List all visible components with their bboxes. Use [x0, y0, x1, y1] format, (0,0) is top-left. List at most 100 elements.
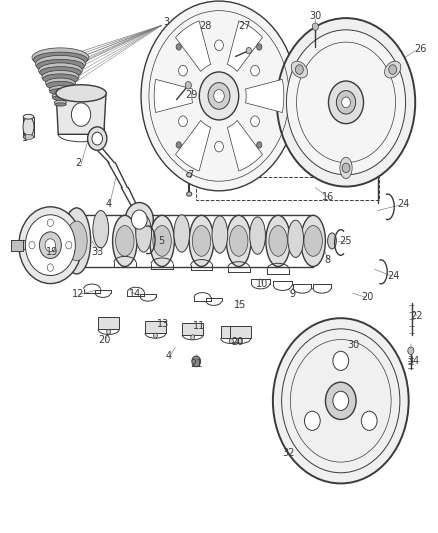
Text: 27: 27: [238, 21, 251, 30]
Circle shape: [153, 333, 158, 338]
Ellipse shape: [304, 225, 322, 256]
Ellipse shape: [150, 215, 174, 266]
Circle shape: [29, 241, 35, 249]
Text: 30: 30: [348, 341, 360, 350]
Ellipse shape: [35, 55, 86, 72]
Ellipse shape: [226, 215, 251, 266]
Text: 13: 13: [157, 319, 169, 329]
Circle shape: [328, 81, 364, 124]
Text: 22: 22: [411, 311, 423, 320]
Ellipse shape: [212, 216, 228, 253]
Circle shape: [325, 382, 356, 419]
Ellipse shape: [340, 157, 352, 179]
Ellipse shape: [46, 82, 74, 89]
Ellipse shape: [291, 61, 307, 78]
Circle shape: [92, 132, 102, 145]
Text: 2: 2: [75, 158, 81, 167]
Circle shape: [47, 219, 53, 227]
Circle shape: [176, 142, 181, 148]
Polygon shape: [176, 21, 211, 71]
Circle shape: [179, 116, 187, 126]
FancyBboxPatch shape: [23, 117, 34, 137]
Text: 3: 3: [163, 18, 170, 27]
Ellipse shape: [39, 67, 81, 78]
Circle shape: [257, 44, 262, 50]
Circle shape: [192, 356, 201, 367]
Circle shape: [342, 163, 350, 173]
Ellipse shape: [230, 225, 248, 256]
Circle shape: [106, 329, 111, 334]
Ellipse shape: [63, 208, 91, 274]
Ellipse shape: [113, 215, 137, 266]
Circle shape: [25, 215, 75, 276]
Ellipse shape: [66, 221, 87, 261]
Ellipse shape: [33, 52, 88, 67]
Text: 26: 26: [414, 44, 427, 54]
Text: 8: 8: [325, 255, 331, 265]
Text: 14: 14: [129, 289, 141, 299]
Text: 1: 1: [22, 133, 28, 142]
Ellipse shape: [187, 192, 192, 196]
Polygon shape: [176, 120, 211, 171]
Circle shape: [19, 207, 82, 284]
Circle shape: [215, 40, 223, 51]
Polygon shape: [246, 79, 284, 112]
Ellipse shape: [52, 93, 69, 99]
Circle shape: [333, 391, 349, 410]
Text: 9: 9: [290, 289, 296, 299]
Ellipse shape: [153, 225, 171, 256]
Circle shape: [88, 127, 107, 150]
Text: 29: 29: [186, 90, 198, 100]
Circle shape: [304, 411, 320, 431]
Circle shape: [229, 338, 233, 343]
Circle shape: [361, 411, 377, 431]
Circle shape: [295, 64, 303, 74]
Text: 4: 4: [106, 199, 112, 208]
Ellipse shape: [23, 117, 34, 137]
FancyBboxPatch shape: [98, 317, 119, 329]
Polygon shape: [227, 21, 262, 71]
Text: 11: 11: [193, 321, 205, 331]
Circle shape: [336, 91, 356, 114]
Ellipse shape: [116, 225, 134, 256]
Text: 20: 20: [98, 335, 110, 345]
Circle shape: [277, 18, 415, 187]
Circle shape: [214, 90, 224, 102]
Circle shape: [389, 64, 397, 74]
Text: 28: 28: [199, 21, 211, 30]
Circle shape: [125, 203, 153, 237]
Circle shape: [286, 30, 406, 175]
Text: 16: 16: [322, 192, 335, 202]
Circle shape: [185, 82, 191, 89]
Ellipse shape: [301, 215, 325, 266]
Ellipse shape: [23, 114, 34, 119]
Ellipse shape: [49, 88, 71, 95]
Ellipse shape: [39, 63, 82, 78]
Circle shape: [208, 83, 230, 109]
Ellipse shape: [55, 103, 66, 106]
Ellipse shape: [43, 74, 78, 84]
Polygon shape: [56, 93, 106, 134]
Circle shape: [312, 23, 318, 30]
Ellipse shape: [187, 173, 192, 177]
FancyBboxPatch shape: [221, 326, 242, 338]
Ellipse shape: [49, 86, 72, 93]
Ellipse shape: [56, 85, 106, 102]
Text: 4: 4: [166, 351, 172, 361]
Circle shape: [238, 338, 242, 343]
Circle shape: [257, 142, 262, 148]
FancyBboxPatch shape: [11, 240, 23, 251]
Circle shape: [39, 232, 61, 259]
Ellipse shape: [36, 59, 85, 73]
Circle shape: [215, 141, 223, 152]
Ellipse shape: [42, 70, 79, 83]
Text: 10: 10: [256, 279, 268, 288]
Circle shape: [273, 318, 409, 483]
Ellipse shape: [328, 233, 336, 249]
Text: 24: 24: [397, 199, 409, 208]
Text: 12: 12: [72, 289, 84, 299]
Ellipse shape: [385, 61, 401, 78]
FancyBboxPatch shape: [182, 322, 203, 335]
Text: 7: 7: [187, 170, 194, 180]
Ellipse shape: [269, 225, 287, 256]
